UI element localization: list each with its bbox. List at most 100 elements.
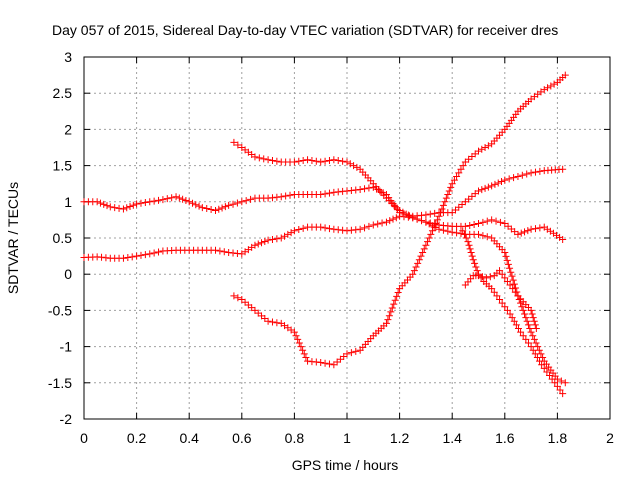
data-point xyxy=(457,165,465,173)
data-point xyxy=(484,183,492,191)
x-tick-labels: 0 0.2 0.4 0.6 0.8 1 1.2 1.4 1.6 1.8 2 xyxy=(80,430,614,446)
data-point xyxy=(233,199,241,207)
data-point xyxy=(473,267,481,275)
data-point xyxy=(531,350,539,358)
y-tick-label: -0.5 xyxy=(48,302,72,318)
data-point xyxy=(544,84,552,92)
data-point xyxy=(503,306,511,314)
data-point xyxy=(460,230,468,238)
data-point xyxy=(488,216,496,224)
data-point xyxy=(515,296,523,304)
data-point xyxy=(238,198,246,206)
data-point xyxy=(220,248,228,256)
data-point xyxy=(475,220,482,228)
data-point xyxy=(469,256,477,264)
data-point xyxy=(415,256,423,264)
data-point xyxy=(478,145,486,153)
y-tick-label: 3 xyxy=(64,49,72,65)
data-point xyxy=(510,174,518,182)
data-point xyxy=(547,82,555,90)
data-point xyxy=(141,251,149,259)
data-point xyxy=(115,204,123,212)
data-point xyxy=(527,169,535,177)
data-point xyxy=(254,240,262,248)
data-point xyxy=(353,163,361,171)
x-tick-label: 0.8 xyxy=(285,430,305,446)
data-point xyxy=(455,169,463,177)
data-point xyxy=(501,274,509,282)
data-point xyxy=(268,235,276,243)
y-tick-label: 2.5 xyxy=(53,85,73,101)
data-point xyxy=(521,310,529,318)
data-point xyxy=(465,241,473,249)
data-point xyxy=(317,223,325,231)
data-point xyxy=(543,368,551,376)
data-point xyxy=(506,264,514,272)
data-point xyxy=(496,267,504,275)
data-point xyxy=(475,187,482,195)
data-point xyxy=(356,185,364,193)
data-point xyxy=(384,316,392,324)
data-point xyxy=(444,191,452,199)
data-point xyxy=(192,201,200,209)
data-point xyxy=(394,289,402,297)
data-point xyxy=(295,157,303,165)
data-point xyxy=(494,179,502,187)
data-point xyxy=(498,178,506,186)
data-point xyxy=(273,235,281,243)
series-track xyxy=(80,165,567,220)
data-point xyxy=(529,332,537,340)
data-point xyxy=(483,217,491,225)
data-point xyxy=(137,199,145,207)
data-point xyxy=(100,200,108,208)
data-point xyxy=(325,189,333,197)
data-point xyxy=(518,171,526,179)
x-tick-label: 0.6 xyxy=(232,430,252,446)
data-point xyxy=(534,343,542,351)
data-point xyxy=(475,270,482,278)
x-tick-label: 0 xyxy=(80,430,88,446)
data-point xyxy=(133,252,141,260)
data-point xyxy=(559,235,567,243)
series-track xyxy=(459,227,567,398)
data-point xyxy=(388,304,396,312)
data-point xyxy=(561,379,569,387)
data-point xyxy=(557,377,565,385)
data-point xyxy=(523,317,531,325)
data-point xyxy=(508,314,516,322)
data-point xyxy=(437,209,445,217)
data-point xyxy=(295,226,303,234)
data-point xyxy=(536,167,544,175)
data-point xyxy=(540,364,548,372)
y-axis-label: SDTVAR / TECUs xyxy=(5,182,21,294)
data-point xyxy=(300,350,308,358)
data-point xyxy=(529,314,537,322)
chart-title: Day 057 of 2015, Sidereal Day-to-day VTE… xyxy=(52,22,558,38)
x-tick-label: 1.6 xyxy=(495,430,515,446)
data-point xyxy=(385,312,393,320)
data-point xyxy=(321,224,329,232)
data-point xyxy=(382,319,390,327)
data-point xyxy=(212,246,219,254)
data-point xyxy=(548,375,556,383)
data-point xyxy=(387,308,395,316)
data-point xyxy=(185,198,193,206)
data-point xyxy=(498,299,506,307)
data-point xyxy=(277,234,285,242)
data-point xyxy=(264,236,272,244)
data-point xyxy=(433,216,441,224)
data-point xyxy=(522,335,530,343)
data-point xyxy=(512,321,520,329)
data-point xyxy=(410,267,418,275)
data-point xyxy=(509,285,517,293)
data-point xyxy=(350,162,358,170)
data-point xyxy=(137,251,145,259)
data-point xyxy=(207,206,215,214)
data-point xyxy=(530,335,538,343)
data-point xyxy=(536,224,544,232)
data-point xyxy=(281,232,289,240)
y-tick-label: 1 xyxy=(64,194,72,210)
y-tick-label: 1.5 xyxy=(53,158,73,174)
data-point xyxy=(479,232,487,240)
data-point xyxy=(491,180,499,188)
